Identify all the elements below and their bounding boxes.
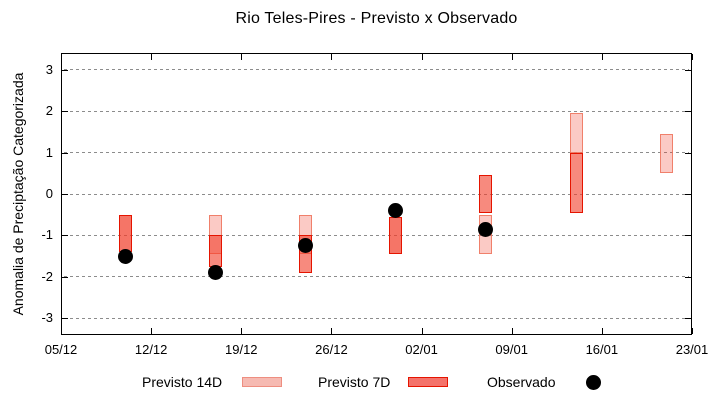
observado-point bbox=[388, 203, 404, 219]
y-tick-label: -1 bbox=[41, 227, 53, 243]
y-tick-label: -2 bbox=[41, 268, 53, 284]
legend-label-previsto-7d: Previsto 7D bbox=[318, 374, 391, 390]
previsto-7d-bar bbox=[389, 216, 403, 255]
previsto-7d-bar bbox=[479, 175, 493, 213]
x-tick-mark bbox=[151, 328, 153, 334]
previsto-14d-bar bbox=[569, 113, 583, 153]
x-tick-mark bbox=[601, 328, 603, 334]
y-tick-label: -3 bbox=[41, 310, 53, 326]
x-tick-mark bbox=[421, 54, 423, 60]
x-tick-label: 02/01 bbox=[405, 342, 438, 357]
x-tick-mark bbox=[511, 328, 513, 334]
y-tick-mark bbox=[62, 69, 68, 71]
x-tick-label: 16/01 bbox=[585, 342, 619, 357]
y-tick-label: 2 bbox=[45, 103, 53, 119]
observado-point bbox=[208, 265, 224, 281]
x-tick-label: 05/12 bbox=[44, 342, 78, 357]
legend-label-observado: Observado bbox=[487, 374, 556, 390]
x-tick-mark bbox=[151, 54, 153, 60]
x-tick-mark bbox=[421, 328, 423, 334]
gridline bbox=[64, 276, 689, 278]
previsto-7d-bar bbox=[569, 152, 583, 213]
gridline bbox=[64, 69, 689, 71]
x-tick-mark bbox=[331, 54, 333, 60]
gridline bbox=[64, 234, 689, 236]
previsto-7d-bar bbox=[209, 235, 223, 267]
y-tick-label: 3 bbox=[45, 61, 53, 77]
x-tick-mark bbox=[241, 328, 243, 334]
observado-point bbox=[117, 248, 133, 264]
observado-dot-icon bbox=[586, 375, 601, 390]
x-tick-mark bbox=[331, 328, 333, 334]
observado-point bbox=[298, 238, 314, 254]
x-tick-mark bbox=[511, 54, 513, 60]
y-tick-mark bbox=[62, 276, 68, 278]
x-tick-label: 09/01 bbox=[495, 342, 528, 357]
x-tick-label: 19/12 bbox=[225, 342, 258, 357]
y-tick-mark bbox=[62, 235, 68, 237]
y-tick-mark bbox=[685, 276, 691, 278]
y-tick-mark bbox=[685, 152, 691, 154]
gridline bbox=[64, 110, 689, 112]
y-tick-mark bbox=[62, 111, 68, 113]
y-tick-mark bbox=[62, 318, 68, 320]
y-tick-mark bbox=[62, 194, 68, 195]
x-tick-mark bbox=[601, 54, 603, 60]
gridline bbox=[64, 193, 689, 195]
x-tick-mark bbox=[241, 54, 243, 60]
y-tick-mark bbox=[685, 194, 691, 195]
gridline bbox=[64, 152, 689, 154]
previsto-14d-swatch-icon bbox=[242, 377, 282, 387]
y-tick-mark bbox=[685, 111, 691, 113]
previsto-7d-bar bbox=[118, 214, 132, 253]
chart-title: Rio Teles-Pires - Previsto x Observado bbox=[235, 10, 518, 27]
x-tick-label: 12/12 bbox=[134, 342, 168, 357]
x-tick-mark bbox=[61, 54, 62, 60]
y-tick-mark bbox=[62, 152, 68, 154]
x-tick-mark bbox=[61, 328, 62, 334]
x-tick-label: 23/01 bbox=[675, 342, 709, 357]
plot-border bbox=[61, 53, 692, 335]
gridline bbox=[64, 317, 689, 319]
previsto-7d-swatch-icon bbox=[408, 377, 448, 387]
y-tick-label: 1 bbox=[45, 144, 53, 160]
observado-point bbox=[478, 221, 494, 237]
y-tick-mark bbox=[685, 318, 691, 320]
previsto-14d-bar bbox=[659, 133, 673, 174]
y-tick-mark bbox=[685, 235, 691, 237]
legend-label-previsto-14d: Previsto 14D bbox=[142, 374, 223, 390]
y-tick-mark bbox=[685, 69, 691, 71]
x-tick-mark bbox=[692, 328, 693, 334]
x-tick-label: 26/12 bbox=[315, 342, 348, 357]
y-tick-label: 0 bbox=[45, 186, 53, 201]
x-tick-mark bbox=[692, 54, 693, 60]
